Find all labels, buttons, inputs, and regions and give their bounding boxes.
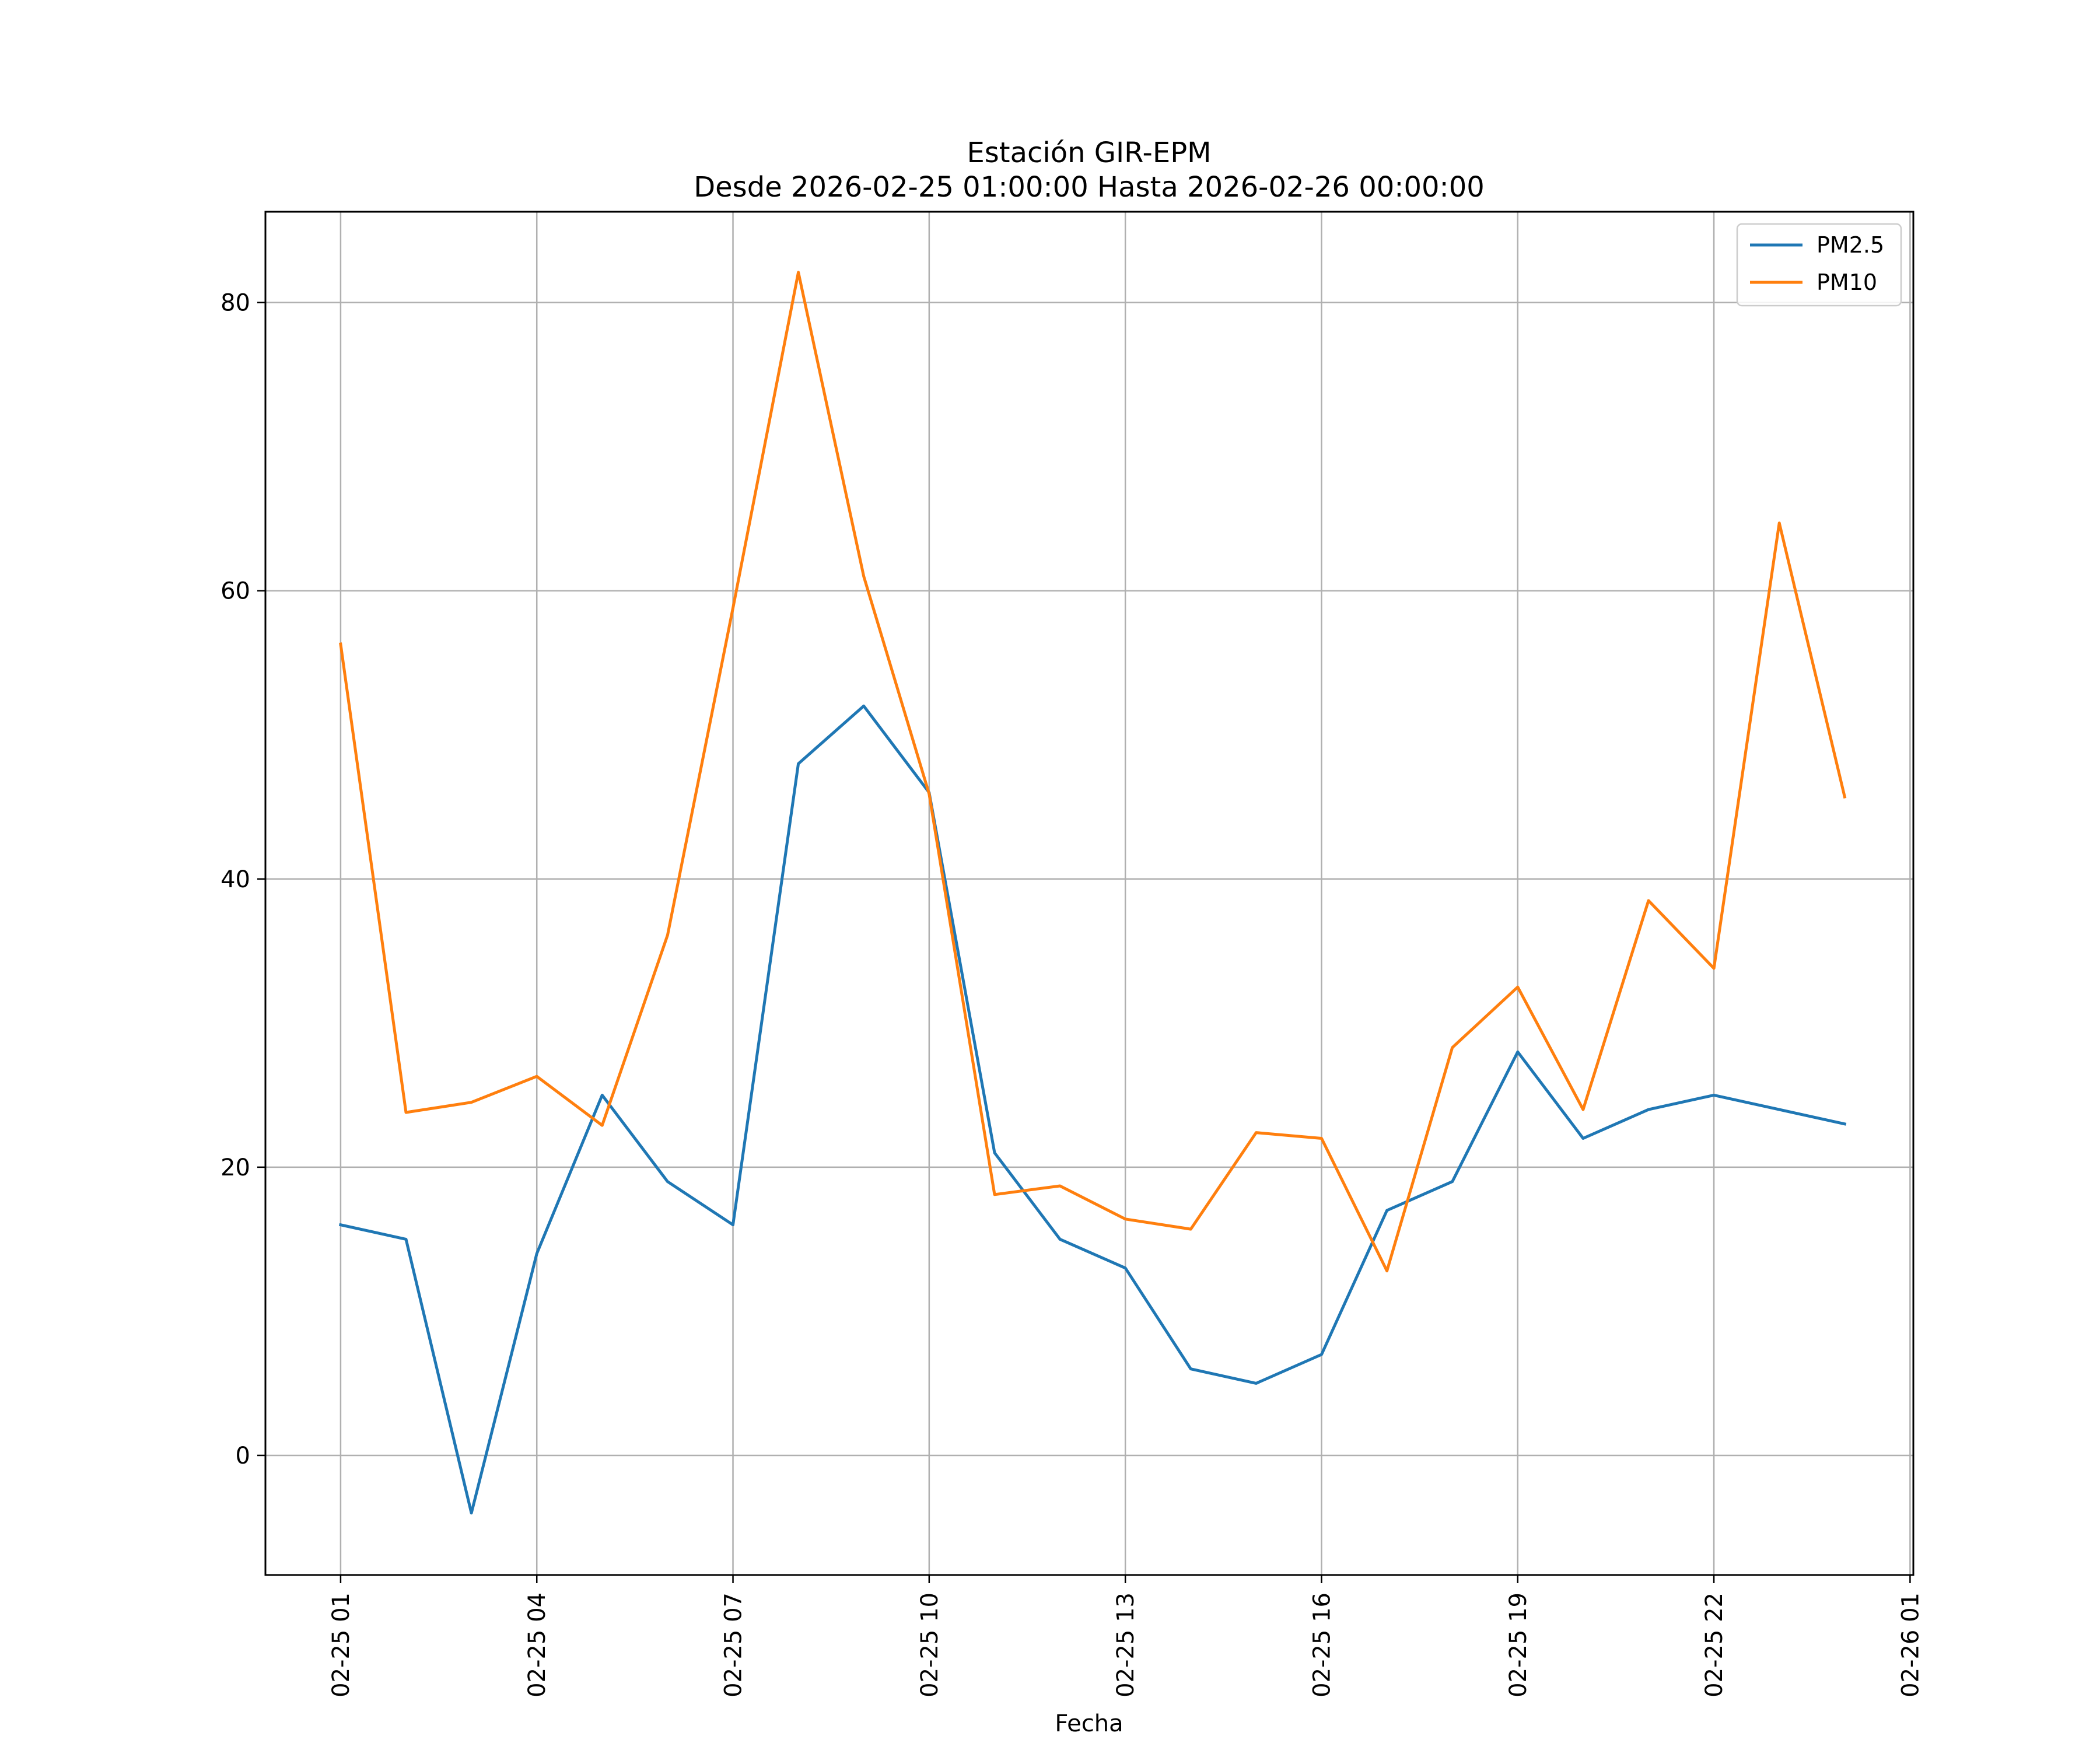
- series-lines: [338, 271, 1847, 1515]
- grid: [265, 212, 1913, 1575]
- x-tick-label: 02-25 16: [1308, 1592, 1335, 1698]
- y-tick-label: 0: [236, 1443, 250, 1469]
- x-tick-label: 02-25 01: [328, 1592, 355, 1698]
- legend-label-pm10: PM10: [1817, 270, 1877, 295]
- x-axis-ticks: 02-25 01 02-25 04 02-25 07 02-25 10 02-25 13…: [328, 1575, 1924, 1698]
- y-tick-label: 80: [220, 290, 250, 317]
- y-tick-label: 40: [220, 866, 250, 893]
- legend: PM2.5 PM10: [1736, 223, 1902, 307]
- plot-area-frame: [264, 211, 1915, 1576]
- chart-title-line2: Desde 2026-02-25 01:00:00 Hasta 2026-02-…: [694, 171, 1485, 204]
- x-tick-label: 02-26 01: [1897, 1592, 1924, 1698]
- x-tick-label: 02-25 13: [1112, 1592, 1139, 1698]
- x-tick-label: 02-25 10: [916, 1592, 943, 1698]
- chart-title-line1: Estación GIR-EPM: [967, 136, 1211, 169]
- x-tick-label: 02-25 19: [1505, 1592, 1532, 1698]
- series-line-pm25: [338, 704, 1847, 1515]
- y-axis-ticks: 0 20 40 60 80: [220, 290, 265, 1469]
- legend-label-pm25: PM2.5: [1817, 232, 1884, 258]
- series-line-pm10: [339, 271, 1847, 1273]
- x-tick-label: 02-25 04: [524, 1592, 551, 1698]
- x-tick-label: 02-25 22: [1701, 1592, 1728, 1698]
- x-axis-label: Fecha: [1055, 1710, 1123, 1737]
- y-tick-label: 20: [220, 1154, 250, 1181]
- y-tick-label: 60: [220, 578, 250, 605]
- x-tick-label: 02-25 07: [720, 1592, 747, 1698]
